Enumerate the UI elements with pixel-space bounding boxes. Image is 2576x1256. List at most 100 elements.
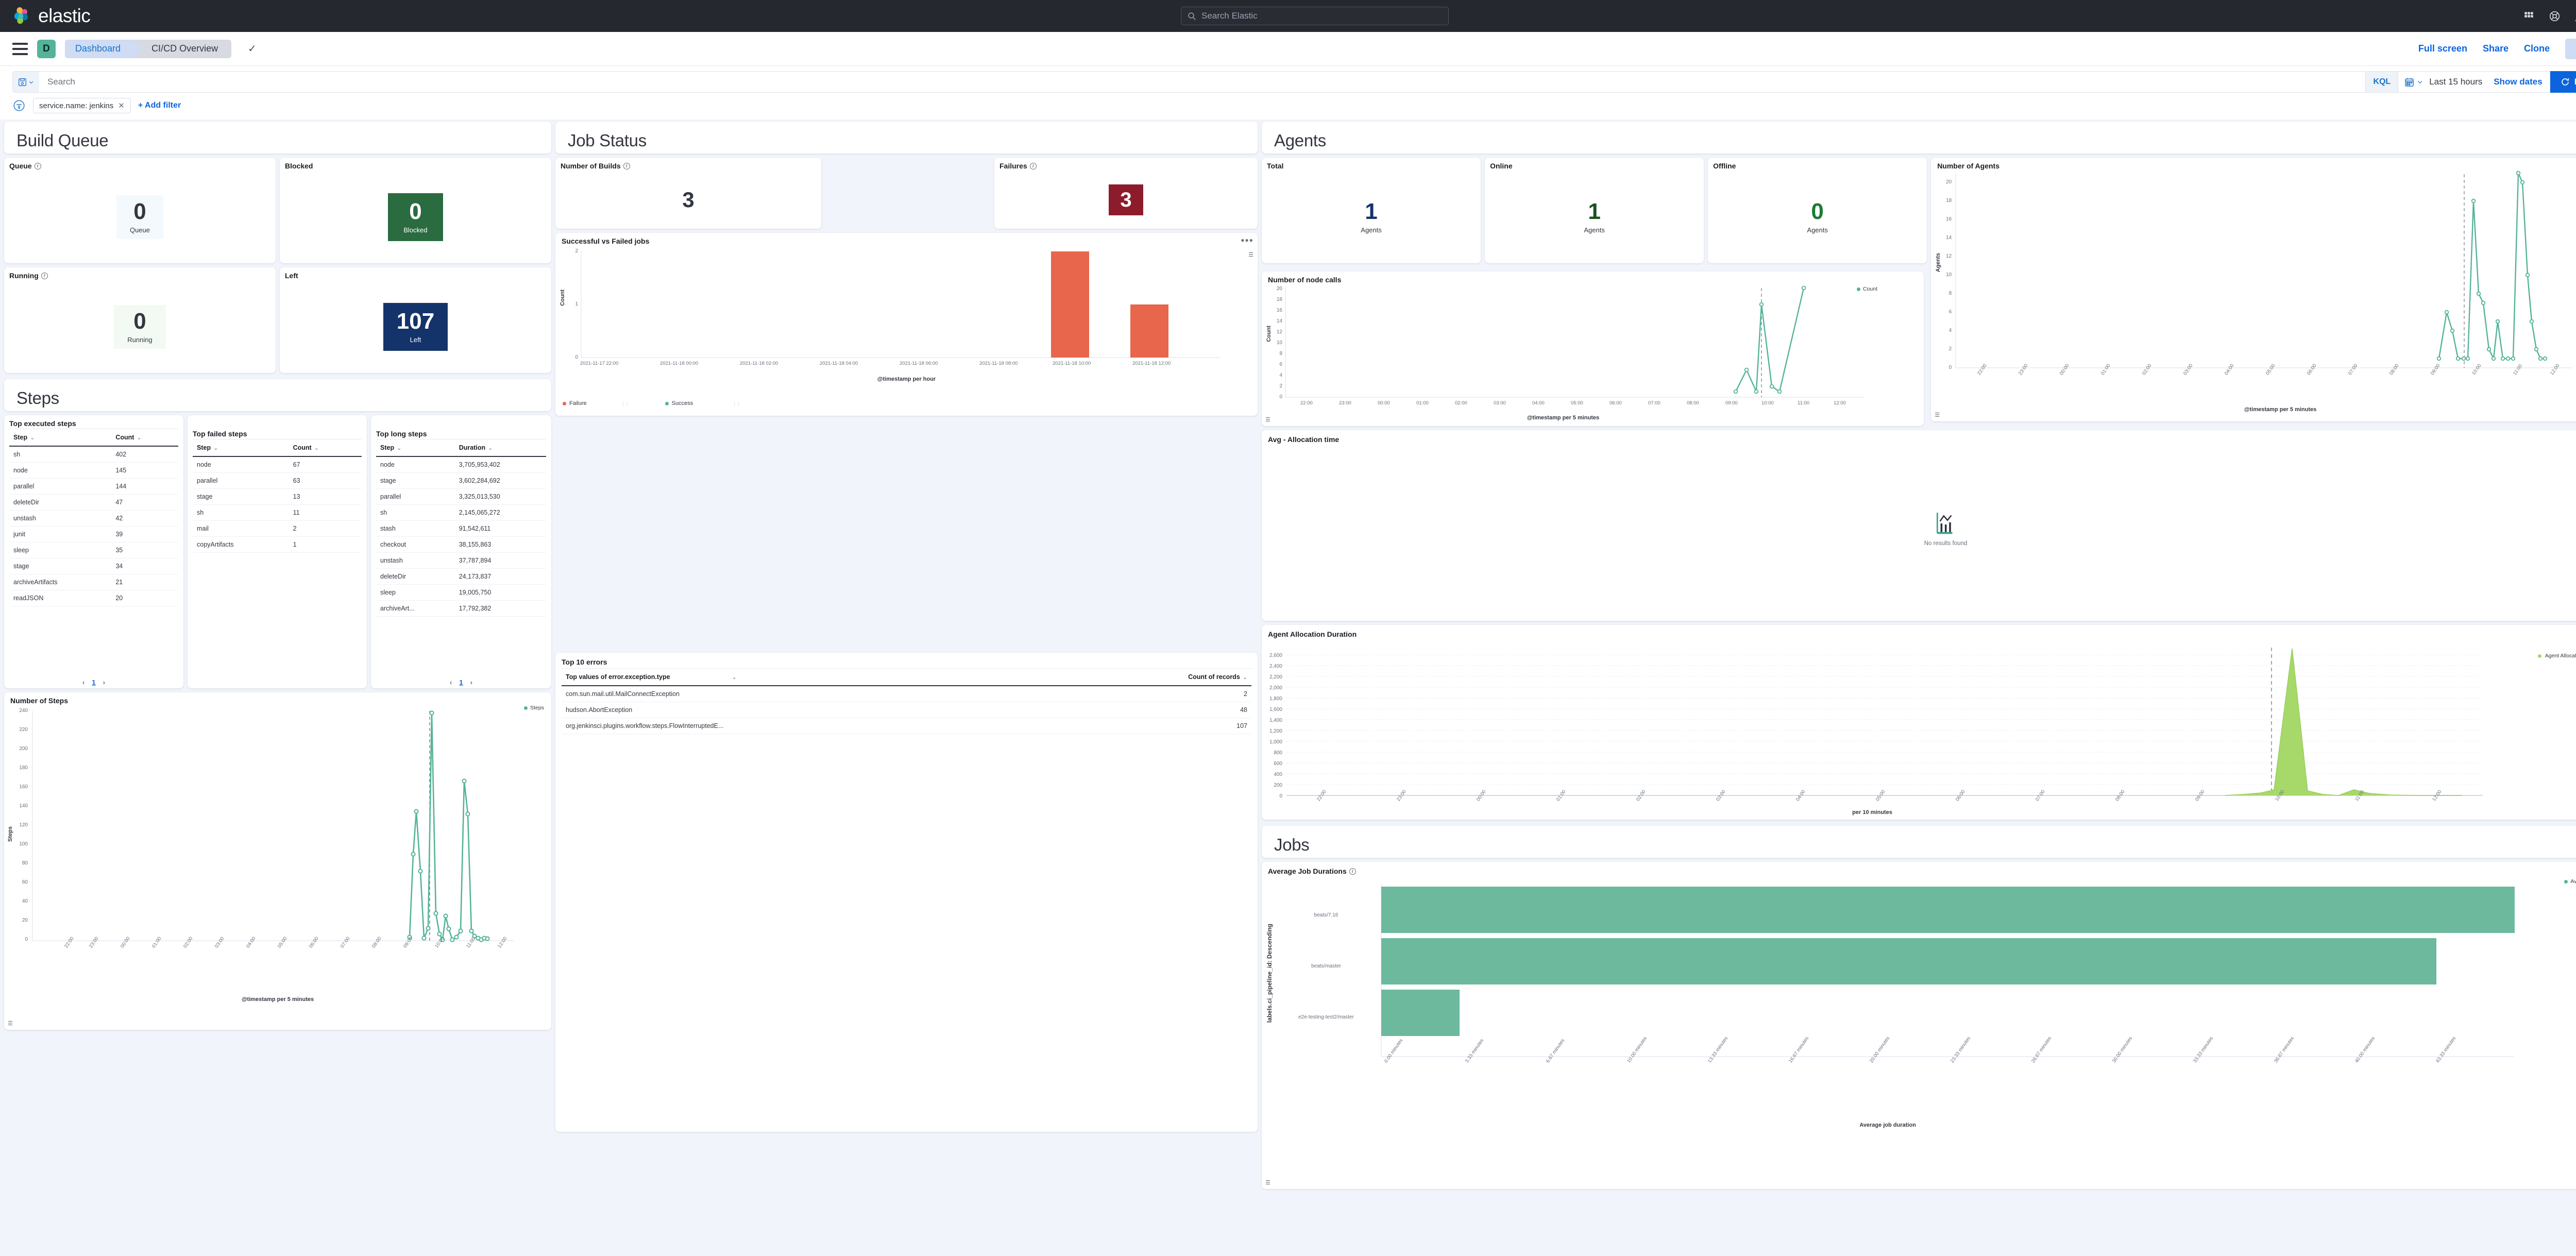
column-header-error-type[interactable]: Top values of error.exception.type ⌄: [562, 668, 1063, 686]
legend-grip-icon[interactable]: ⋮⋮: [732, 400, 741, 406]
legend-average-job-durations[interactable]: Average job duration: [2564, 878, 2576, 885]
column-header-step[interactable]: Step ⌄: [9, 429, 112, 447]
legend-toggle-icon[interactable]: ☰: [1935, 412, 1940, 418]
breadcrumb-item-dashboard[interactable]: Dashboard: [65, 39, 143, 58]
table-row[interactable]: deleteDir 24,173,837: [376, 568, 546, 585]
table-row[interactable]: sleep 35: [9, 542, 178, 558]
refresh-button[interactable]: Refresh: [2550, 71, 2576, 93]
table-row[interactable]: archiveArt... 17,792,382: [376, 600, 546, 617]
column-header-count[interactable]: Count ⌄: [289, 439, 362, 457]
full-screen-button[interactable]: Full screen: [2418, 43, 2467, 54]
legend-grip-icon[interactable]: ⋮⋮: [620, 400, 630, 406]
table-row[interactable]: deleteDir 47: [9, 494, 178, 511]
metric-blocked[interactable]: 0 Blocked: [280, 171, 551, 263]
search-input[interactable]: Search: [39, 71, 2366, 93]
table-row[interactable]: copyArtifacts 1: [193, 536, 362, 553]
column-header-count-of-records[interactable]: Count of records ⌄: [1062, 668, 1251, 686]
prev-page-button[interactable]: ‹: [82, 678, 85, 686]
chevron-down-icon[interactable]: ⌄: [314, 445, 319, 451]
announcements-icon[interactable]: [2574, 10, 2576, 22]
metric-agents-total[interactable]: 1 Agents: [1262, 171, 1481, 263]
chevron-down-icon[interactable]: ⌄: [1242, 674, 1247, 681]
chevron-down-icon[interactable]: ⌄: [397, 445, 402, 451]
table-row[interactable]: unstash 37,787,894: [376, 552, 546, 569]
table-row[interactable]: unstash 42: [9, 510, 178, 527]
prev-page-button[interactable]: ‹: [450, 678, 452, 686]
legend-toggle-icon[interactable]: ☰: [1248, 252, 1253, 258]
filter-icon[interactable]: [12, 99, 26, 112]
table-row[interactable]: parallel 63: [193, 472, 362, 489]
legend-toggle-icon[interactable]: ☰: [1265, 1180, 1270, 1186]
metric-failures[interactable]: 3: [994, 171, 1258, 229]
show-dates-button[interactable]: Show dates: [2494, 77, 2543, 87]
table-row[interactable]: node 67: [193, 456, 362, 473]
chevron-down-icon[interactable]: ⌄: [488, 445, 493, 451]
table-row[interactable]: sh 11: [193, 504, 362, 521]
info-icon[interactable]: i: [41, 272, 48, 279]
legend-item-success[interactable]: Success ⋮⋮: [665, 400, 741, 406]
table-row[interactable]: sh 402: [9, 446, 178, 463]
dashboard-app-badge[interactable]: D: [37, 39, 56, 58]
next-page-button[interactable]: ›: [470, 678, 472, 686]
legend-toggle-icon[interactable]: ☰: [1265, 417, 1270, 423]
date-range-value[interactable]: Last 15 hours: [2429, 77, 2483, 87]
legend-item-failure[interactable]: Failure ⋮⋮: [563, 400, 630, 406]
table-row[interactable]: com.sun.mail.util.MailConnectException 2: [562, 686, 1251, 702]
column-header-count[interactable]: Count ⌄: [111, 429, 178, 447]
panel-context-menu-icon[interactable]: ●●●: [1241, 236, 1253, 244]
grid-apps-icon[interactable]: [2522, 10, 2535, 22]
next-page-button[interactable]: ›: [103, 678, 105, 686]
table-row[interactable]: sh 2,145,065,272: [376, 504, 546, 521]
help-icon[interactable]: [2548, 10, 2561, 22]
edit-button[interactable]: Edit: [2565, 38, 2576, 59]
chevron-down-icon[interactable]: ⌄: [137, 435, 142, 441]
table-row[interactable]: hudson.AbortException 48: [562, 702, 1251, 718]
global-search-input[interactable]: Search Elastic: [1181, 7, 1449, 25]
table-row[interactable]: junit 39: [9, 526, 178, 542]
query-language-button[interactable]: KQL: [2365, 71, 2398, 93]
chevron-down-icon[interactable]: ⌄: [732, 674, 737, 681]
table-row[interactable]: stash 91,542,611: [376, 520, 546, 537]
table-row[interactable]: mail 2: [193, 520, 362, 537]
legend-toggle-icon[interactable]: ☰: [8, 1021, 13, 1027]
column-header-step[interactable]: Step ⌄: [376, 439, 455, 457]
table-row[interactable]: stage 3,602,284,692: [376, 472, 546, 489]
metric-agents-offline[interactable]: 0 Agents: [1708, 171, 1927, 263]
table-row[interactable]: node 3,705,953,402: [376, 456, 546, 473]
column-header-step[interactable]: Step ⌄: [193, 439, 289, 457]
share-button[interactable]: Share: [2482, 43, 2509, 54]
legend-agent-allocation-duration[interactable]: Agent Allocation Tim... 33.611: [2537, 653, 2576, 659]
table-row[interactable]: stage 34: [9, 558, 178, 574]
page-number[interactable]: 1: [459, 678, 463, 686]
table-row[interactable]: org.jenkinsci.plugins.workflow.steps.Flo…: [562, 718, 1251, 734]
chevron-down-icon[interactable]: ⌄: [213, 445, 218, 451]
metric-left[interactable]: 107 Left: [280, 281, 551, 373]
info-icon[interactable]: i: [623, 162, 630, 169]
filter-pill-service-name[interactable]: service.name: jenkins ✕: [33, 98, 131, 113]
metric-running[interactable]: 0 Running: [4, 281, 276, 373]
table-row[interactable]: node 145: [9, 462, 178, 479]
metric-agents-online[interactable]: 1 Agents: [1485, 171, 1704, 263]
brand[interactable]: elastic: [12, 5, 91, 27]
metric-number-of-builds[interactable]: 3: [555, 171, 821, 229]
add-filter-button[interactable]: + Add filter: [138, 101, 181, 110]
saved-query-button[interactable]: [12, 71, 39, 93]
date-picker[interactable]: Last 15 hours Show dates: [2398, 71, 2550, 93]
table-row[interactable]: archiveArtifacts 21: [9, 574, 178, 590]
metric-queue[interactable]: 0 Queue: [4, 171, 276, 263]
breadcrumb-item-cicd-overview[interactable]: CI/CD Overview: [134, 39, 232, 58]
table-row[interactable]: checkout 38,155,863: [376, 536, 546, 553]
legend-number-of-node-calls[interactable]: Count: [1856, 286, 1877, 292]
table-row[interactable]: parallel 3,325,013,530: [376, 488, 546, 505]
table-row[interactable]: readJSON 20: [9, 590, 178, 606]
info-icon[interactable]: i: [1349, 868, 1356, 875]
column-header-duration[interactable]: Duration ⌄: [454, 439, 546, 457]
table-row[interactable]: parallel 144: [9, 478, 178, 495]
calendar-icon[interactable]: [2404, 77, 2429, 87]
table-row[interactable]: stage 13: [193, 488, 362, 505]
close-icon[interactable]: ✕: [118, 101, 125, 110]
table-row[interactable]: sleep 19,005,750: [376, 584, 546, 601]
legend-number-of-steps[interactable]: Steps: [524, 705, 544, 711]
info-icon[interactable]: i: [34, 162, 41, 169]
page-number[interactable]: 1: [92, 678, 96, 686]
